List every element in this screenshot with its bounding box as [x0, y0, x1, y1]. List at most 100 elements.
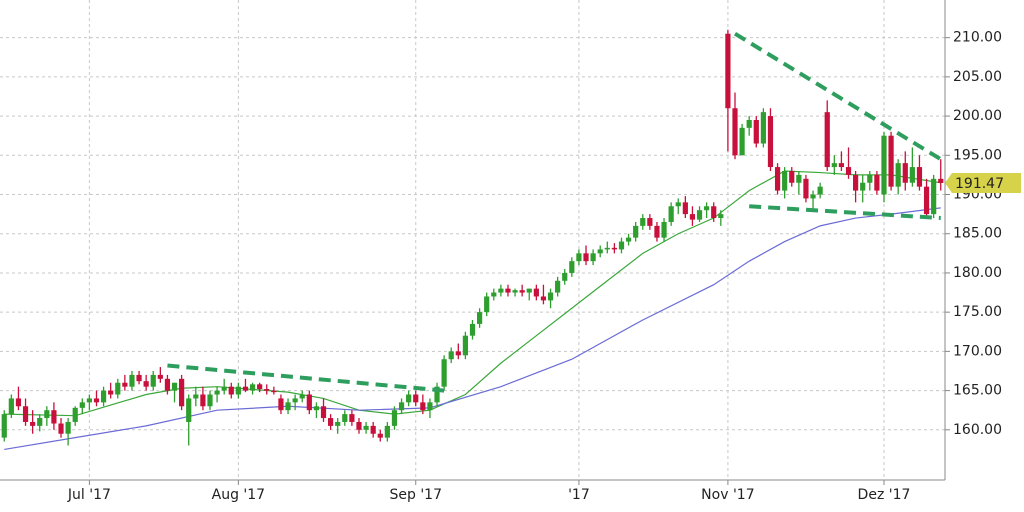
candle-body	[115, 382, 121, 395]
candle-body	[37, 418, 43, 426]
candle-body	[782, 170, 788, 191]
candle-body	[143, 381, 149, 387]
candle-body	[65, 421, 71, 434]
candle-body	[164, 378, 171, 391]
y-tick-label: 165.00	[953, 383, 1002, 399]
candle-body	[831, 163, 837, 168]
candle-body	[292, 398, 298, 403]
candle-body	[235, 386, 241, 395]
candle-body	[79, 402, 85, 408]
candle-body	[803, 178, 809, 199]
candle-body	[469, 323, 476, 336]
candle-body	[249, 384, 256, 391]
candle-body	[895, 163, 901, 187]
candle-body	[902, 163, 908, 183]
candle-body	[576, 253, 582, 262]
candle-body	[200, 394, 206, 407]
candle-body	[675, 202, 681, 207]
candle-body	[838, 163, 845, 168]
x-tick-label: Jul '17	[67, 487, 111, 503]
candle-body	[931, 178, 937, 215]
candle-body	[257, 384, 263, 390]
moving-average	[4, 207, 941, 451]
y-tick-label: 205.00	[953, 69, 1002, 85]
candle-body	[398, 402, 405, 411]
candle-body	[640, 218, 646, 226]
candle-body	[938, 178, 944, 183]
candle-body	[342, 414, 348, 422]
candle-body	[923, 186, 930, 215]
candle-body	[377, 433, 383, 438]
candle-body	[356, 421, 362, 430]
candle-body	[547, 292, 554, 301]
candle-body	[704, 206, 710, 211]
candle-body	[746, 120, 752, 128]
candle-body	[512, 290, 518, 293]
candle-body	[391, 410, 398, 426]
candle-body	[824, 112, 830, 168]
candle-body	[299, 394, 305, 399]
candle-body	[30, 421, 36, 426]
candle-body	[789, 170, 795, 183]
candle-body	[696, 210, 703, 220]
candle-body	[349, 414, 355, 422]
candle-body	[186, 398, 192, 422]
candle-body	[420, 402, 426, 411]
candle-body	[796, 174, 802, 183]
candle-body	[22, 406, 29, 422]
candle-body	[569, 261, 575, 273]
candle-body	[647, 218, 653, 226]
candle-body	[278, 398, 284, 411]
candle-body	[718, 214, 724, 219]
price-label: 191.47	[955, 176, 1004, 192]
candle-body	[555, 280, 561, 293]
candle-body	[654, 225, 660, 238]
candle-body	[618, 241, 625, 250]
candle-body	[845, 167, 852, 175]
candle-body	[100, 390, 107, 403]
candle-body	[668, 206, 674, 222]
candle-body	[207, 394, 213, 407]
candle-body	[108, 390, 114, 395]
candle-body	[157, 374, 163, 379]
x-tick-label: '17	[568, 487, 590, 503]
candle-body	[221, 386, 227, 391]
y-tick-label: 200.00	[953, 108, 1002, 124]
candle-body	[853, 174, 859, 191]
candle-body	[491, 292, 497, 297]
candle-body	[767, 116, 774, 168]
candle-body	[519, 290, 525, 293]
candle-body	[860, 182, 866, 191]
y-tick-label: 210.00	[953, 30, 1002, 46]
candle-body	[328, 418, 334, 426]
x-tick-label: Dez '17	[858, 487, 911, 503]
candle-body	[242, 386, 249, 391]
candle-body	[633, 225, 639, 238]
y-tick-label: 175.00	[953, 304, 1002, 320]
candle-body	[306, 394, 312, 411]
candle-body	[505, 288, 511, 293]
trend-line	[749, 204, 941, 221]
candle-body	[498, 288, 504, 293]
candle-body	[214, 390, 220, 395]
candle-body	[44, 410, 50, 419]
y-tick-label: 170.00	[953, 343, 1002, 359]
candle-body	[476, 312, 483, 324]
candle-body	[916, 167, 923, 187]
candle-body	[441, 359, 447, 387]
candle-body	[406, 394, 412, 403]
y-tick-label: 160.00	[953, 422, 1002, 438]
candle-body	[228, 386, 234, 395]
candle-body	[597, 249, 603, 254]
candle-body	[335, 421, 341, 426]
candle-body	[484, 296, 490, 313]
y-tick-label: 185.00	[953, 226, 1002, 242]
candle-body	[774, 167, 781, 191]
candle-body	[604, 247, 610, 250]
y-tick-label: 195.00	[953, 147, 1002, 163]
candle-body	[753, 120, 759, 144]
candle-body	[320, 406, 327, 419]
trend-line	[733, 32, 942, 161]
candle-body	[93, 398, 100, 403]
